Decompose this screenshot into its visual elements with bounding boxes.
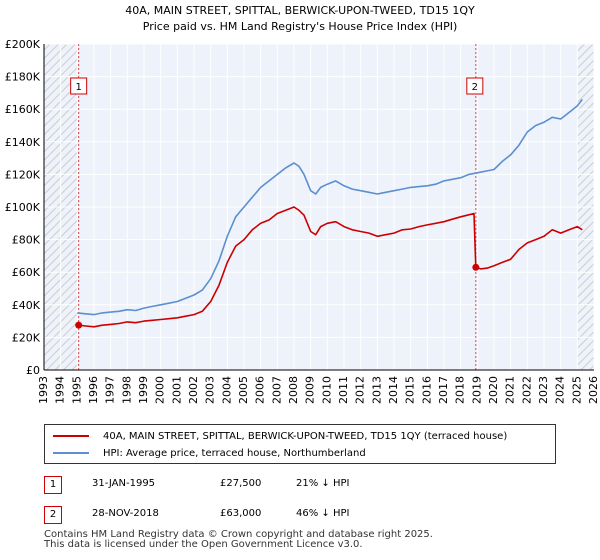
sale-marker-label: 2: [472, 82, 478, 93]
y-tick-label: £160K: [5, 103, 41, 116]
x-tick-label: 2023: [537, 376, 550, 404]
sale-hpi-diff: 21% ↓ HPI: [296, 478, 350, 489]
sale-marker-label: 1: [75, 82, 81, 93]
series-line-hpi: [77, 98, 583, 316]
x-tick-label: 1997: [104, 376, 117, 404]
x-tick-label: 2012: [354, 376, 367, 404]
x-tick-label: 2020: [487, 376, 500, 404]
y-tick-label: £40K: [12, 299, 41, 312]
x-tick-label: 2015: [404, 376, 417, 404]
sale-marker-box: [466, 77, 484, 95]
series-line-property: [78, 206, 583, 328]
x-tick-label: 2006: [254, 376, 267, 404]
y-tick-label: £200K: [5, 38, 41, 51]
x-tick-label: 2008: [287, 376, 300, 404]
legend-label-property: 40A, MAIN STREET, SPITTAL, BERWICK-UPON-…: [103, 430, 508, 442]
footer-licence: This data is licensed under the Open Gov…: [44, 539, 363, 550]
x-tick-label: 2004: [220, 376, 233, 404]
legend-item-property: 40A, MAIN STREET, SPITTAL, BERWICK-UPON-…: [53, 428, 507, 444]
x-tick-label: 2014: [387, 376, 400, 404]
y-tick-label: £60K: [12, 266, 41, 279]
x-tick-label: 2001: [170, 376, 183, 404]
chart-subtitle: Price paid vs. HM Land Registry's House …: [143, 20, 458, 33]
y-tick-label: £140K: [5, 136, 41, 149]
x-tick-label: 2011: [337, 376, 350, 404]
sale-point: [472, 263, 480, 271]
sale-badge: 1: [44, 476, 62, 494]
x-tick-label: 1998: [120, 376, 133, 404]
sale-date: 31-JAN-1995: [92, 478, 156, 489]
y-tick-label: £0: [26, 364, 40, 377]
sale-row: 1 31-JAN-1995 £27,500 21% ↓ HPI: [44, 476, 564, 496]
legend-item-hpi: HPI: Average price, terraced house, Nort…: [53, 445, 366, 461]
legend-label-hpi: HPI: Average price, terraced house, Nort…: [103, 447, 366, 459]
price-chart: 40A, MAIN STREET, SPITTAL, BERWICK-UPON-…: [5, 4, 600, 404]
x-tick-label: 1996: [87, 376, 100, 404]
x-tick-label: 2017: [437, 376, 450, 404]
sale-hpi-diff: 46% ↓ HPI: [296, 508, 350, 519]
x-tick-label: 2010: [320, 376, 333, 404]
legend-swatch-hpi: [53, 452, 89, 454]
x-tick-label: 2013: [370, 376, 383, 404]
x-tick-label: 1993: [37, 376, 50, 404]
plot-area: £0 £20K £40K £60K £80K £100K £120K £140K £160K £1…: [5, 38, 600, 404]
x-tick-label: 2024: [554, 376, 567, 404]
sale-price: £63,000: [220, 508, 262, 519]
x-tick-label: 1999: [137, 376, 150, 404]
footer: Contains HM Land Registry data © Crown c…: [44, 530, 433, 550]
x-tick-label: 2000: [154, 376, 167, 404]
legend: 40A, MAIN STREET, SPITTAL, BERWICK-UPON-…: [44, 424, 556, 464]
sale-badge: 2: [44, 506, 62, 524]
x-tick-label: 2016: [420, 376, 433, 404]
x-tick-label: 2022: [520, 376, 533, 404]
y-tick-label: £120K: [5, 168, 41, 181]
y-tick-label: £100K: [5, 201, 41, 214]
chart-title: 40A, MAIN STREET, SPITTAL, BERWICK-UPON-…: [125, 4, 475, 17]
x-tick-label: 2003: [204, 376, 217, 404]
x-tick-label: 2019: [470, 376, 483, 404]
x-tick-label: 1994: [54, 376, 67, 404]
y-tick-label: £20K: [12, 331, 41, 344]
x-tick-label: 2018: [454, 376, 467, 404]
x-tick-label: 2025: [570, 376, 583, 404]
y-tick-label: £80K: [12, 234, 41, 247]
sale-point: [75, 321, 83, 329]
x-tick-label: 1995: [70, 376, 83, 404]
x-tick-label: 2002: [187, 376, 200, 404]
sale-price: £27,500: [220, 478, 262, 489]
x-tick-label: 2026: [587, 376, 600, 404]
sale-date: 28-NOV-2018: [92, 508, 159, 519]
x-tick-label: 2009: [304, 376, 317, 404]
sale-row: 2 28-NOV-2018 £63,000 46% ↓ HPI: [44, 506, 564, 526]
y-tick-label: £180K: [5, 71, 41, 84]
x-tick-label: 2007: [270, 376, 283, 404]
x-tick-label: 2005: [237, 376, 250, 404]
footer-copyright: Contains HM Land Registry data © Crown c…: [44, 529, 433, 540]
x-tick-label: 2021: [504, 376, 517, 404]
sale-marker-box: [70, 77, 88, 95]
legend-swatch-property: [53, 435, 89, 437]
